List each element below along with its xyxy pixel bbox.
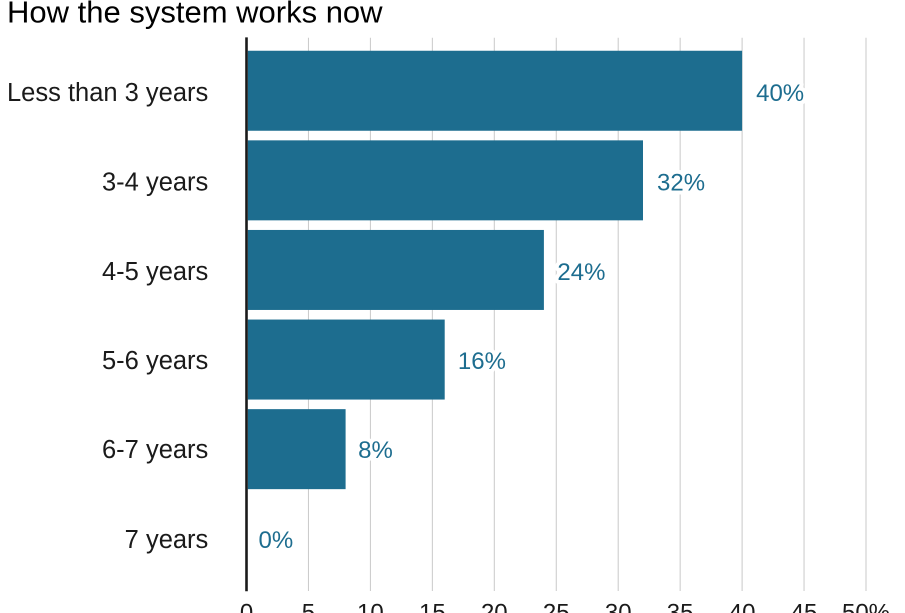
- svg-text:40%: 40%: [756, 80, 804, 107]
- svg-text:8%: 8%: [358, 437, 393, 464]
- svg-text:4-5 years: 4-5 years: [102, 258, 208, 286]
- svg-text:50%: 50%: [842, 599, 890, 613]
- svg-text:20: 20: [481, 599, 508, 613]
- svg-text:Less than 3 years: Less than 3 years: [7, 79, 208, 107]
- svg-text:32%: 32%: [657, 169, 705, 196]
- svg-text:5-6 years: 5-6 years: [102, 347, 208, 375]
- svg-text:25: 25: [543, 599, 570, 613]
- svg-text:45: 45: [791, 599, 818, 613]
- svg-text:40: 40: [729, 599, 756, 613]
- svg-text:15: 15: [419, 599, 446, 613]
- svg-text:35: 35: [667, 599, 694, 613]
- svg-text:16%: 16%: [458, 348, 506, 375]
- svg-text:How the system works now: How the system works now: [7, 0, 383, 29]
- svg-text:6-7 years: 6-7 years: [102, 436, 208, 464]
- svg-text:30: 30: [605, 599, 632, 613]
- svg-text:0%: 0%: [259, 527, 294, 554]
- svg-text:24%: 24%: [557, 259, 605, 286]
- svg-text:5: 5: [302, 599, 315, 613]
- svg-text:0: 0: [240, 599, 253, 613]
- svg-text:10: 10: [357, 599, 384, 613]
- svg-text:3-4 years: 3-4 years: [102, 168, 208, 196]
- svg-text:7 years: 7 years: [125, 526, 209, 554]
